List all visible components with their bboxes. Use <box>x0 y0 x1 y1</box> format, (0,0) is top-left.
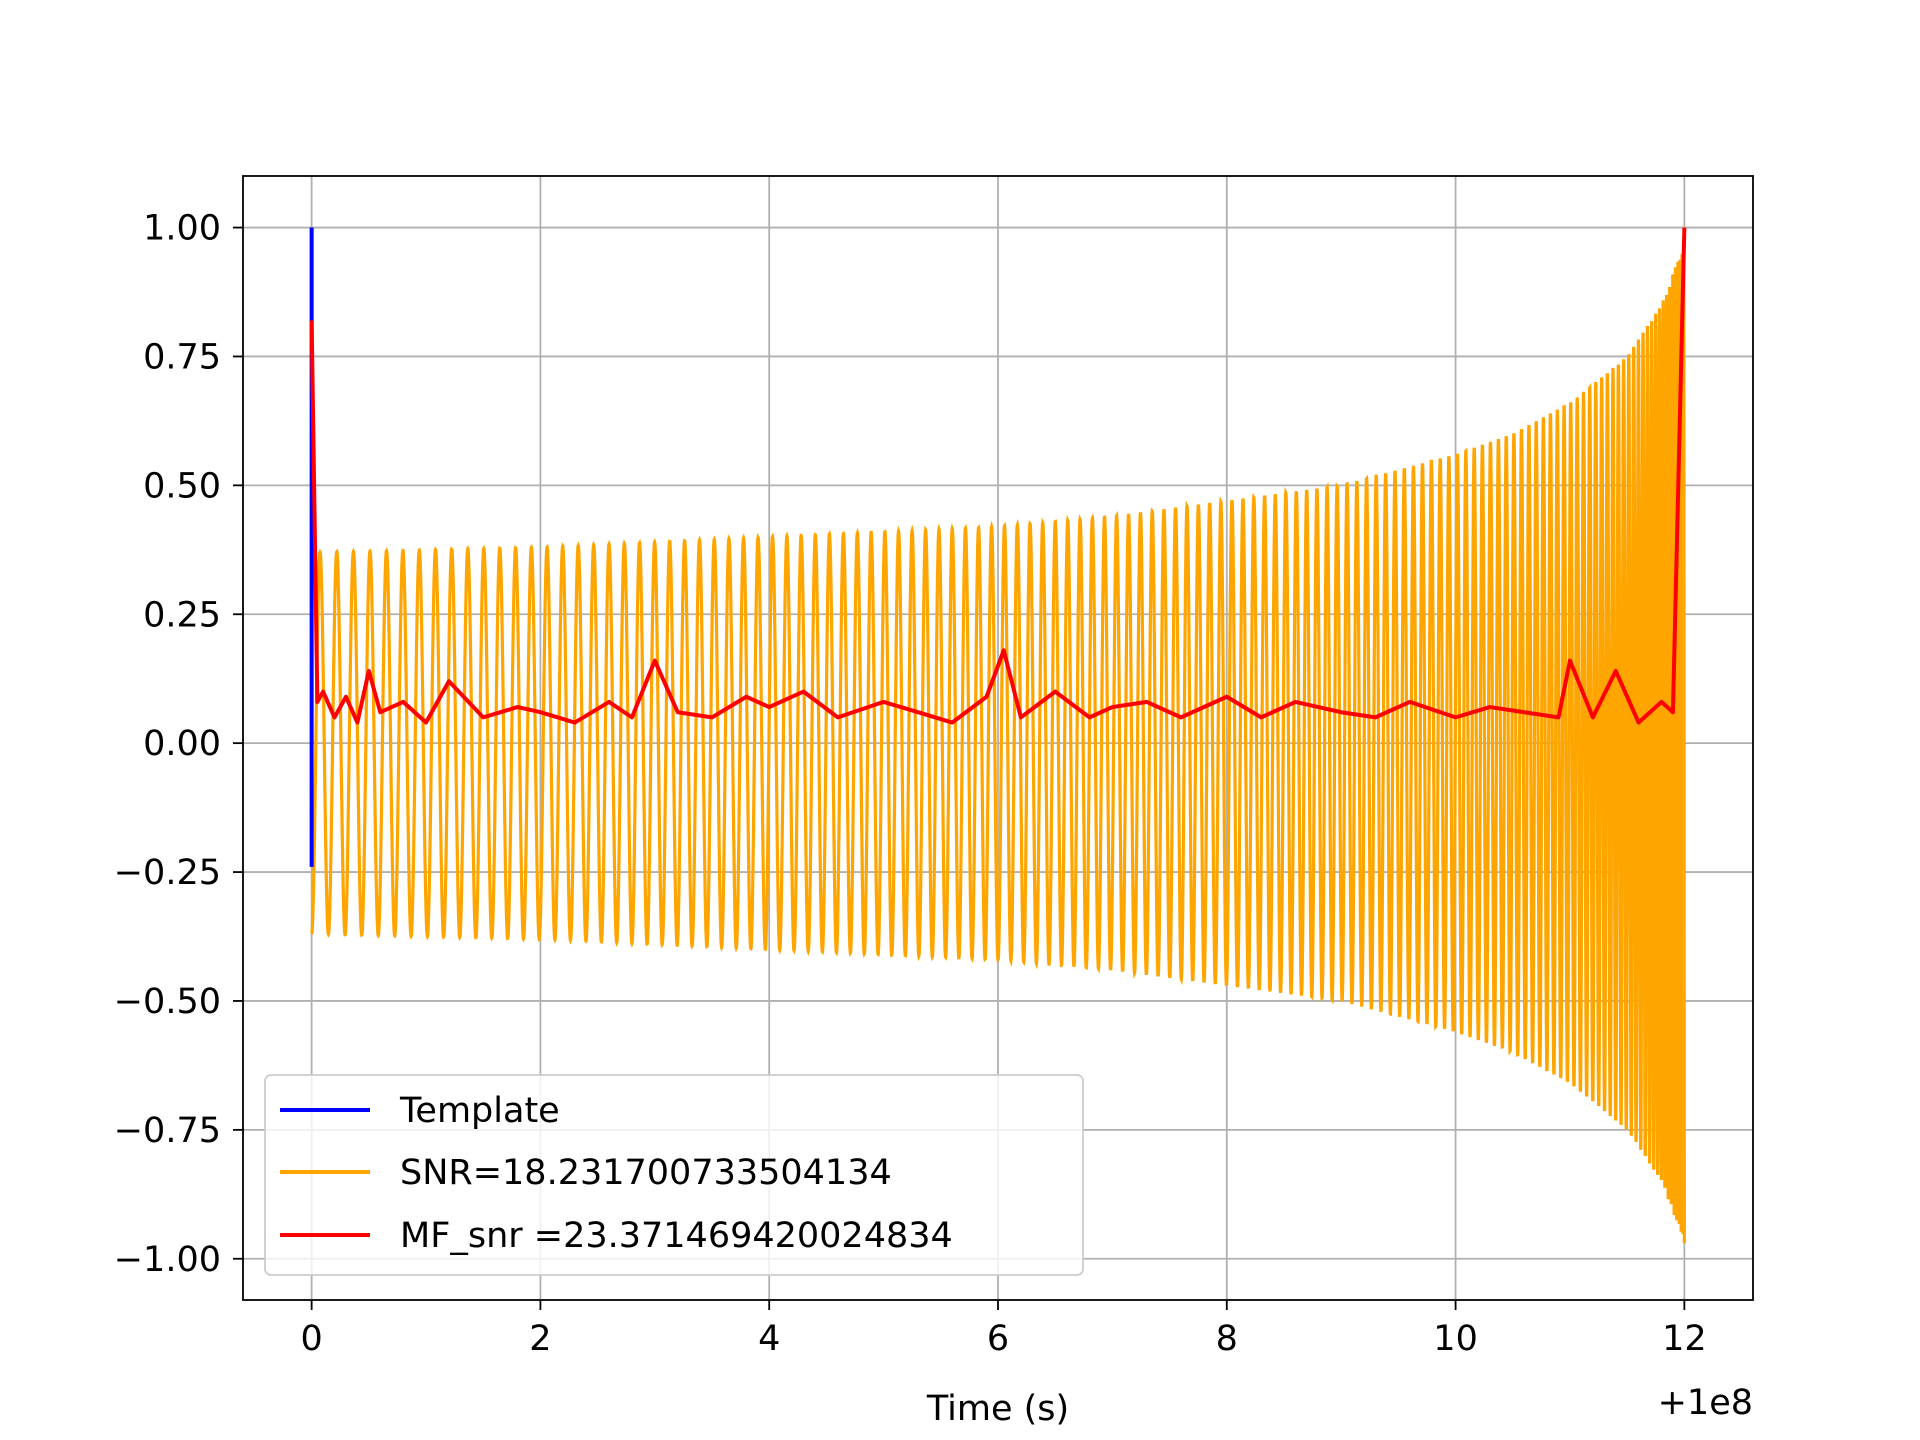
x-tick-label: 4 <box>758 1319 780 1359</box>
y-tick-label: −0.25 <box>114 853 221 893</box>
legend-box <box>264 1074 1084 1276</box>
y-tick-label: 0.75 <box>143 337 221 377</box>
legend: Template SNR=18.231700733504134 MF_snr =… <box>264 1074 1084 1276</box>
y-tick-label: 0.50 <box>143 466 221 506</box>
legend-label-template: Template <box>399 1091 560 1131</box>
y-tick-label: 0.25 <box>143 595 221 635</box>
plot-area <box>309 227 1687 1244</box>
x-axis-label: Time (s) <box>926 1389 1069 1429</box>
x-axis-offset-label: +1e8 <box>1658 1383 1753 1423</box>
x-tick-label: 12 <box>1662 1319 1707 1359</box>
x-tick-label: 0 <box>300 1319 322 1359</box>
x-tick-label: 2 <box>529 1319 551 1359</box>
y-tick-label: −0.75 <box>114 1111 221 1151</box>
series-layer <box>309 227 1687 1244</box>
x-tick-label: 6 <box>987 1319 1009 1359</box>
y-tick-label: 0.00 <box>143 724 221 764</box>
legend-label-snr: SNR=18.231700733504134 <box>400 1153 892 1193</box>
series-line-mf-snr <box>309 227 1687 725</box>
series-line-snr <box>310 253 1686 1244</box>
x-tick-label: 10 <box>1433 1319 1478 1359</box>
axis-ticks: 0 2 4 6 8 10 12 1.00 0.75 0.50 0.25 0.00 −0.25 −0.50 −… <box>114 209 1707 1359</box>
x-tick-label: 8 <box>1216 1319 1238 1359</box>
y-tick-label: −1.00 <box>114 1240 221 1280</box>
legend-label-mf-snr: MF_snr =23.371469420024834 <box>400 1216 953 1256</box>
y-tick-label: 1.00 <box>143 209 221 249</box>
y-tick-label: −0.50 <box>114 982 221 1022</box>
